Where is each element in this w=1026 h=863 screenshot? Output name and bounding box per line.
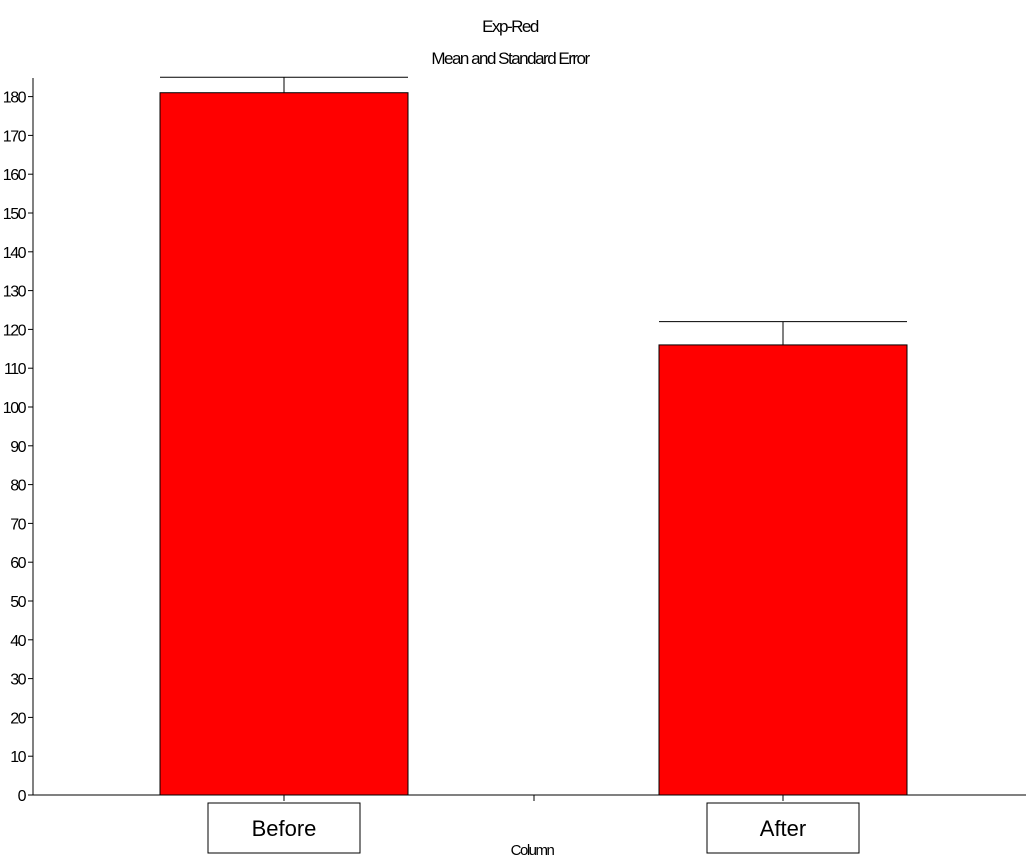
y-tick-label: 10 xyxy=(10,749,26,766)
y-tick-label: 80 xyxy=(10,478,26,495)
y-tick-label: 50 xyxy=(10,594,26,611)
y-tick-label: 60 xyxy=(10,555,26,572)
bar-after xyxy=(658,344,908,796)
category-box-after xyxy=(706,802,860,854)
y-tick-label: 140 xyxy=(3,245,27,262)
bar-before xyxy=(159,92,409,796)
y-tick-label: 130 xyxy=(3,284,27,301)
category-box-before xyxy=(207,802,361,854)
x-axis-label: Column xyxy=(511,842,555,859)
y-tick-label: 70 xyxy=(10,516,26,533)
y-tick-label: 150 xyxy=(3,206,27,223)
y-tick-label: 160 xyxy=(3,167,27,184)
bars xyxy=(159,92,908,796)
error-bars xyxy=(160,76,907,345)
category-labels: Before After xyxy=(207,802,860,854)
y-tick-label: 20 xyxy=(10,710,26,727)
category-label-before: Before xyxy=(252,816,317,841)
y-tick-label: 100 xyxy=(3,400,27,417)
y-tick-label: 120 xyxy=(3,322,27,339)
y-ticks: 0 10 20 30 40 50 60 70 80 90 100 110 120 130 140 150 160… xyxy=(3,90,33,805)
category-label-after: After xyxy=(760,816,806,841)
y-tick-label: 30 xyxy=(10,672,26,689)
y-tick-label: 110 xyxy=(4,361,27,378)
x-ticks xyxy=(283,795,784,801)
y-tick-label: 90 xyxy=(10,439,26,456)
y-tick-label: 180 xyxy=(3,90,27,107)
y-tick-label: 40 xyxy=(10,633,26,650)
chart-subtitle: Mean and Standard Error xyxy=(431,49,590,68)
y-tick-label: 170 xyxy=(3,128,27,145)
y-tick-label: 0 xyxy=(18,788,27,805)
chart-title: Exp-Red xyxy=(482,17,539,36)
